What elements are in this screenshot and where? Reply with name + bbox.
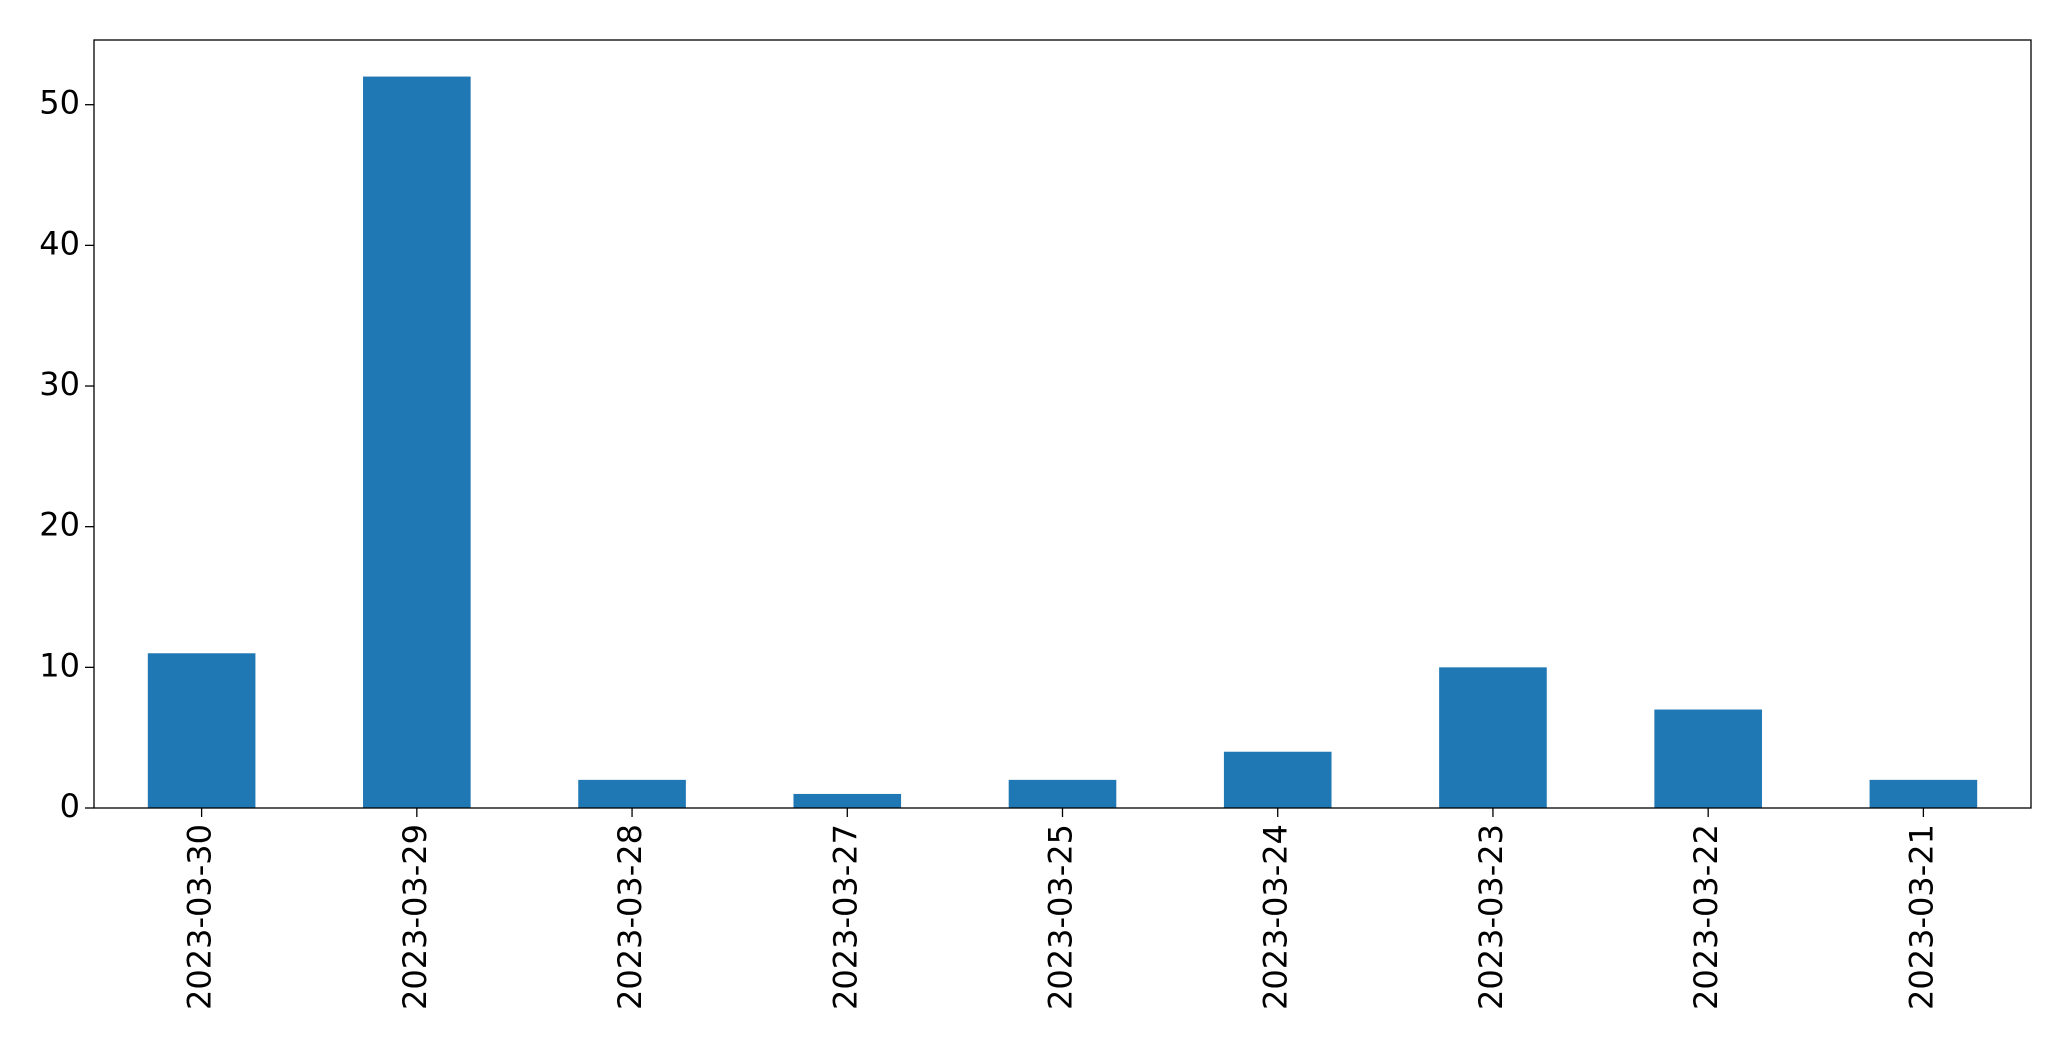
x-tick-label: 2023-03-24 <box>1257 824 1295 1010</box>
bar <box>363 76 471 809</box>
bar <box>1654 709 1762 808</box>
x-tick-label: 2023-03-25 <box>1042 824 1080 1010</box>
x-tick-label: 2023-03-27 <box>826 824 864 1010</box>
bar <box>1223 751 1332 808</box>
bar <box>1869 779 1978 808</box>
x-tick-label: 2023-03-30 <box>181 824 219 1010</box>
x-tick-label: 2023-03-29 <box>396 824 434 1010</box>
y-tick-label: 0 <box>60 787 80 825</box>
bar <box>578 779 686 808</box>
bar <box>1008 779 1117 808</box>
x-tick-label: 2023-03-22 <box>1687 824 1725 1010</box>
y-tick-label: 20 <box>39 506 80 544</box>
y-tick-label: 50 <box>39 84 80 122</box>
x-tick-label: 2023-03-21 <box>1902 824 1940 1010</box>
y-tick-label: 40 <box>39 224 80 262</box>
y-tick-label: 10 <box>39 646 80 684</box>
bar <box>1439 667 1547 808</box>
bar <box>147 653 256 808</box>
bar <box>793 793 902 808</box>
plot-frame <box>93 39 2032 809</box>
x-tick-label: 2023-03-23 <box>1472 824 1510 1010</box>
y-tick-label: 30 <box>39 365 80 403</box>
x-tick-label: 2023-03-28 <box>611 824 649 1010</box>
